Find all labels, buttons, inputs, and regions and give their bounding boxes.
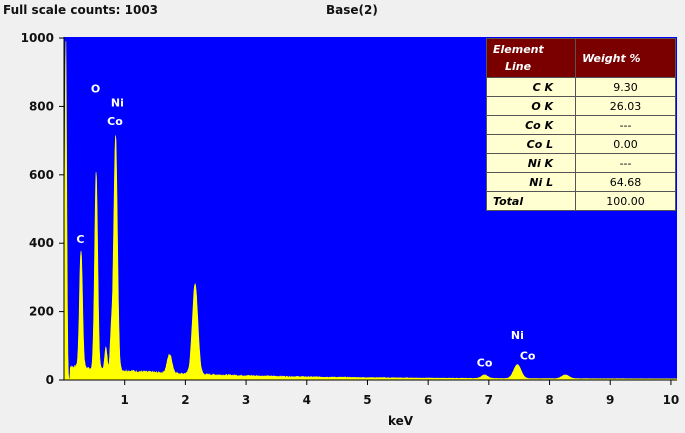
peak-label: Ni bbox=[511, 329, 524, 342]
element-cell: O K bbox=[485, 96, 577, 116]
table-header-row: Element Line Weight % bbox=[485, 38, 676, 78]
weight-cell: --- bbox=[575, 115, 676, 135]
y-tick-label: 200 bbox=[29, 305, 54, 319]
element-cell: Co K bbox=[485, 115, 577, 135]
peak-label: Ni bbox=[111, 96, 124, 109]
element-cell: Ni K bbox=[485, 153, 577, 173]
x-tick-label: 4 bbox=[303, 393, 311, 407]
x-tick-label: 2 bbox=[181, 393, 189, 407]
y-tick-label: 0 bbox=[46, 373, 54, 387]
element-cell: Ni L bbox=[485, 172, 577, 192]
peak-label: Co bbox=[477, 356, 493, 369]
x-tick-label: 1 bbox=[121, 393, 129, 407]
peak-label: Co bbox=[107, 115, 123, 128]
y-tick-label: 400 bbox=[29, 236, 54, 250]
peak-label: O bbox=[91, 83, 100, 96]
x-tick-label: 5 bbox=[363, 393, 371, 407]
table-row: Ni K --- bbox=[485, 153, 676, 173]
header-element-line: Element Line bbox=[485, 38, 577, 78]
x-axis-title: keV bbox=[388, 414, 414, 428]
weight-cell: --- bbox=[575, 153, 676, 173]
y-tick-label: 600 bbox=[29, 168, 54, 182]
weight-cell: 26.03 bbox=[575, 96, 676, 116]
weight-cell: 9.30 bbox=[575, 77, 676, 97]
table-row: Total 100.00 bbox=[485, 191, 676, 211]
table-row: Co L 0.00 bbox=[485, 134, 676, 154]
table-row: Ni L 64.68 bbox=[485, 172, 676, 192]
table-row: Co K --- bbox=[485, 115, 676, 135]
spectrum-name: Base(2) bbox=[326, 3, 378, 17]
y-tick-label: 800 bbox=[29, 99, 54, 113]
x-tick-label: 9 bbox=[606, 393, 614, 407]
table-row: C K 9.30 bbox=[485, 77, 676, 97]
weight-cell: 0.00 bbox=[575, 134, 676, 154]
table-row: O K 26.03 bbox=[485, 96, 676, 116]
peak-label: C bbox=[76, 233, 84, 246]
x-tick-label: 10 bbox=[663, 393, 680, 407]
x-tick-label: 6 bbox=[424, 393, 432, 407]
composition-table: Element Line Weight % C K 9.30 O K 26.03 Co K… bbox=[485, 38, 676, 211]
x-tick-label: 7 bbox=[485, 393, 493, 407]
element-cell: Co L bbox=[485, 134, 577, 154]
weight-cell: 64.68 bbox=[575, 172, 676, 192]
x-tick-label: 3 bbox=[242, 393, 250, 407]
peak-label: Co bbox=[520, 349, 536, 362]
spectrum-series bbox=[63, 41, 678, 381]
x-tick-label: 8 bbox=[545, 393, 553, 407]
full-scale-counts: Full scale counts: 1003 bbox=[3, 3, 159, 17]
weight-cell: 100.00 bbox=[575, 191, 676, 211]
header-weight: Weight % bbox=[575, 38, 676, 78]
element-cell: C K bbox=[485, 77, 577, 97]
y-tick-label: 1000 bbox=[21, 31, 54, 45]
element-cell: Total bbox=[485, 191, 577, 211]
